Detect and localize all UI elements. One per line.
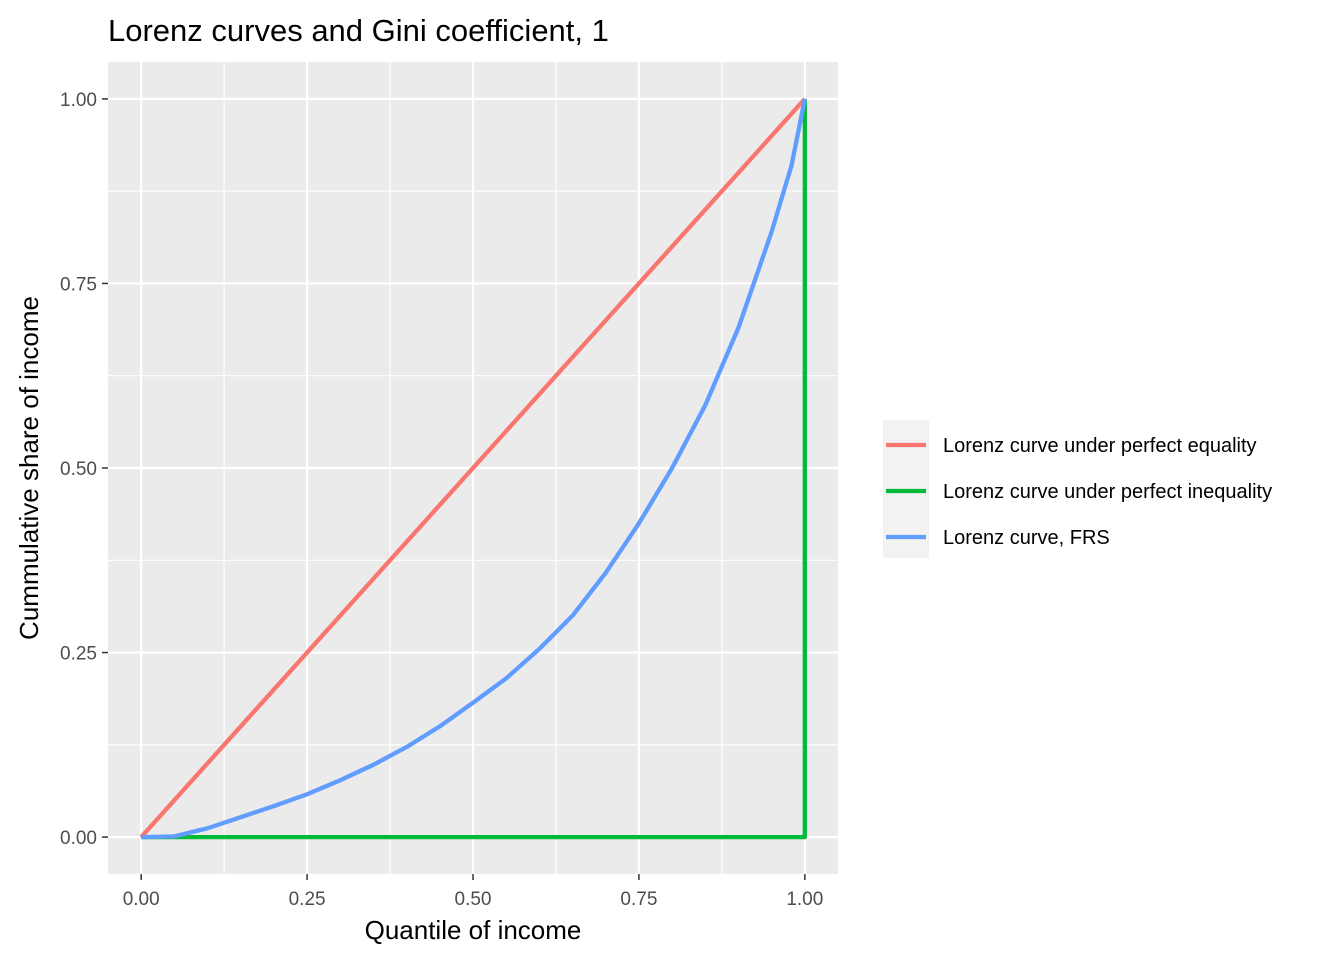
series-line-2	[141, 98, 807, 840]
legend-label-1: Lorenz curve under perfect equality	[943, 435, 1257, 457]
x-axis-title: Quantile of income	[365, 915, 582, 945]
x-tick-label: 0.50	[455, 889, 492, 910]
x-tick-label: 1.00	[786, 889, 823, 910]
legend: Lorenz curve under perfect equality Loren…	[883, 420, 1272, 558]
y-tick-label: 0.25	[60, 644, 97, 665]
x-axis: 0.00 0.25 0.50 0.75 1.00	[123, 874, 823, 910]
x-tick-label: 0.75	[620, 889, 657, 910]
legend-label-2: Lorenz curve under perfect inequality	[943, 481, 1272, 503]
series-line-1	[139, 97, 807, 839]
y-tick-label: 0.50	[60, 459, 97, 480]
series-lines	[139, 97, 807, 840]
y-axis: 0.00 0.25 0.50 0.75 1.00	[60, 90, 108, 849]
legend-label-3: Lorenz curve, FRS	[943, 527, 1110, 549]
y-tick-label: 1.00	[60, 90, 97, 111]
y-tick-label: 0.00	[60, 828, 97, 849]
chart-title: Lorenz curves and Gini coefficient, 1	[108, 13, 609, 48]
x-tick-label: 0.00	[123, 889, 160, 910]
series-line-3	[141, 98, 807, 840]
x-tick-label: 0.25	[289, 889, 326, 910]
y-tick-label: 0.75	[60, 274, 97, 295]
y-axis-title: Cummulative share of income	[14, 296, 44, 640]
